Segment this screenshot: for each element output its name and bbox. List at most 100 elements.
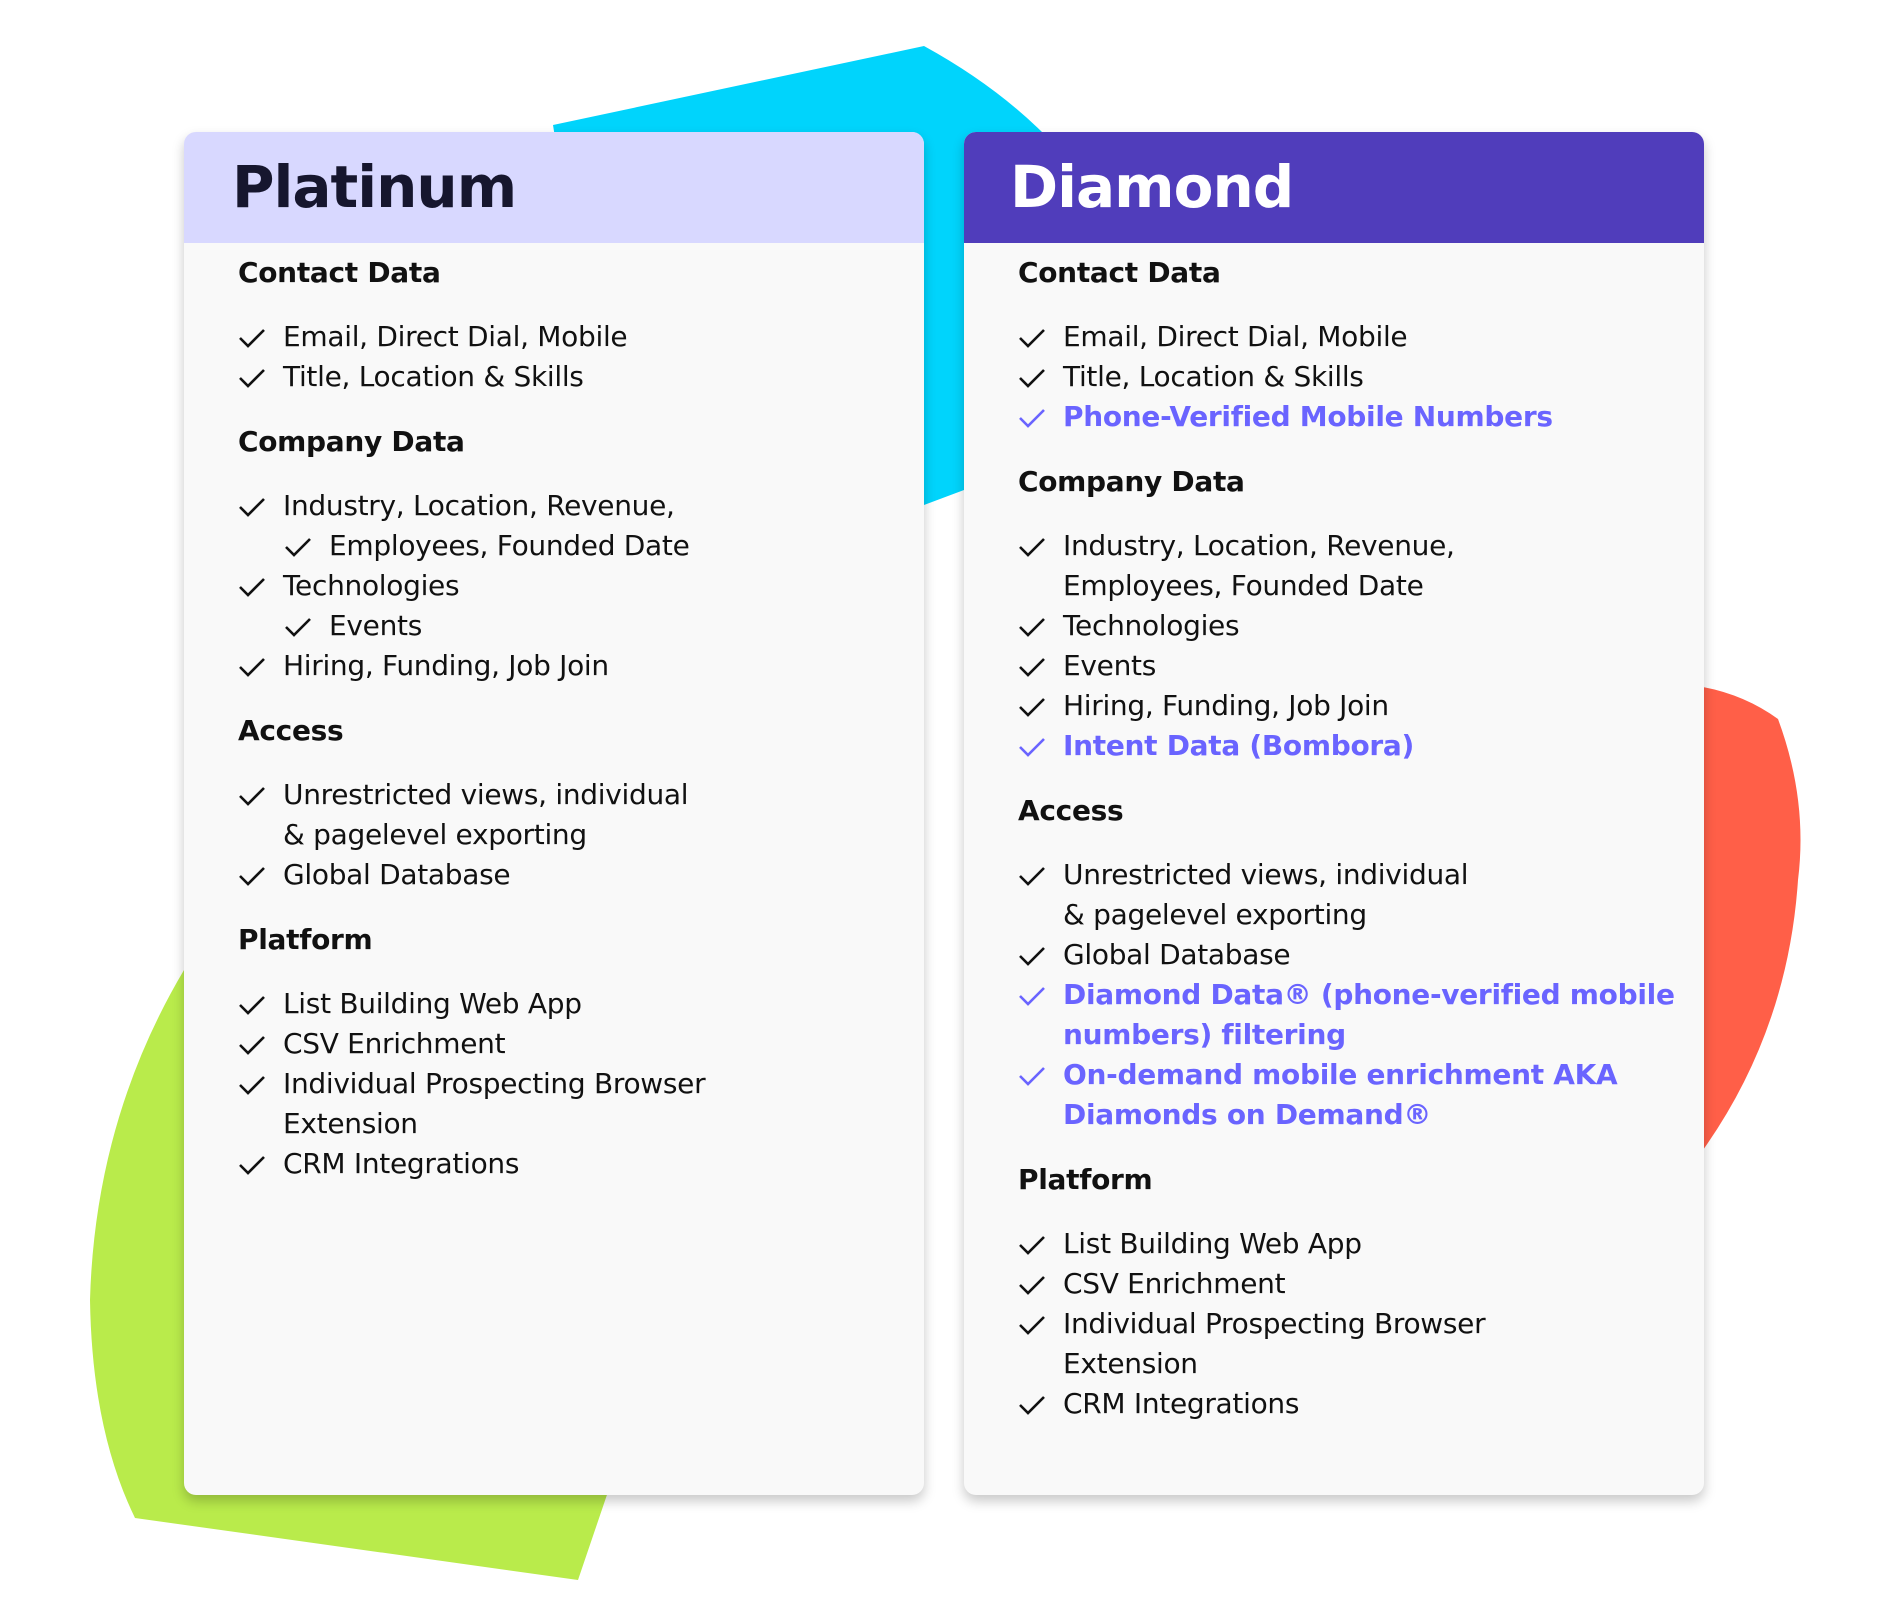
feature-item: numbers) filtering [1018, 1015, 1704, 1055]
check-icon [238, 775, 268, 815]
check-icon [1018, 855, 1048, 895]
feature-text: Phone-Verified Mobile Numbers [1063, 400, 1553, 433]
feature-text: Unrestricted views, individual [283, 778, 689, 811]
check-icon [1018, 935, 1048, 975]
check-icon [238, 486, 268, 526]
feature-item: Phone-Verified Mobile Numbers [1018, 397, 1704, 437]
feature-item: Individual Prospecting Browser [1018, 1304, 1704, 1344]
feature-item: Employees, Founded Date [1018, 566, 1704, 606]
section-title: Company Data [1018, 465, 1245, 498]
feature-item: Technologies [1018, 606, 1704, 646]
feature-item: Diamond Data® (phone-verified mobile [1018, 975, 1704, 1015]
check-icon [1018, 1384, 1048, 1424]
feature-section: Platform List Building Web App CSV Enrichm… [1018, 1160, 1704, 1424]
check-icon [238, 1064, 268, 1104]
feature-item: Email, Direct Dial, Mobile [238, 317, 924, 357]
check-icon [238, 1144, 268, 1184]
feature-item: CRM Integrations [238, 1144, 924, 1184]
feature-text: Intent Data (Bombora) [1063, 729, 1414, 762]
feature-item: Title, Location & Skills [1018, 357, 1704, 397]
feature-text: Global Database [1063, 938, 1291, 971]
check-icon [1018, 686, 1048, 726]
check-icon [1018, 526, 1048, 566]
check-icon [1018, 397, 1048, 437]
check-icon [238, 855, 268, 895]
feature-item: CSV Enrichment [1018, 1264, 1704, 1304]
section-title: Company Data [238, 425, 465, 458]
plan-card-platinum: Platinum Contact Data Email, Direct Dial,… [184, 132, 924, 1495]
feature-text: Title, Location & Skills [283, 360, 584, 393]
feature-text: & pagelevel exporting [1063, 898, 1367, 931]
feature-text: CRM Integrations [1063, 1387, 1300, 1420]
feature-item: & pagelevel exporting [1018, 895, 1704, 935]
feature-item: CRM Integrations [1018, 1384, 1704, 1424]
feature-text: On-demand mobile enrichment AKA [1063, 1058, 1618, 1091]
plan-features: Contact Data Email, Direct Dial, Mobile Ti… [964, 243, 1704, 1424]
feature-text: Email, Direct Dial, Mobile [1063, 320, 1408, 353]
green-shape [90, 970, 612, 1580]
section-title: Access [1018, 794, 1124, 827]
feature-section: Access Unrestricted views, individual & pa… [238, 711, 924, 895]
plan-header: Platinum [184, 132, 924, 243]
feature-item: Hiring, Funding, Job Join [238, 646, 924, 686]
feature-item: Events [1018, 646, 1704, 686]
feature-item: Title, Location & Skills [238, 357, 924, 397]
check-icon [1018, 1304, 1048, 1344]
red-shape [1703, 687, 1801, 1150]
check-icon [1018, 317, 1048, 357]
feature-text: CSV Enrichment [1063, 1267, 1286, 1300]
check-icon [238, 984, 268, 1024]
feature-text: Extension [1063, 1347, 1198, 1380]
feature-item: Email, Direct Dial, Mobile [1018, 317, 1704, 357]
feature-item: Unrestricted views, individual [238, 775, 924, 815]
feature-item: Industry, Location, Revenue, [1018, 526, 1704, 566]
feature-text: CSV Enrichment [283, 1027, 506, 1060]
plan-features: Contact Data Email, Direct Dial, Mobile Ti… [184, 243, 924, 1184]
feature-text: Technologies [283, 569, 460, 602]
check-icon [238, 646, 268, 686]
feature-section: Contact Data Email, Direct Dial, Mobile Ti… [1018, 253, 1704, 437]
feature-text: & pagelevel exporting [283, 818, 587, 851]
check-icon [284, 526, 314, 566]
check-icon [238, 357, 268, 397]
feature-text: Email, Direct Dial, Mobile [283, 320, 628, 353]
feature-item: List Building Web App [238, 984, 924, 1024]
check-icon [1018, 1224, 1048, 1264]
plan-card-diamond: Diamond Contact Data Email, Direct Dial, … [964, 132, 1704, 1495]
feature-item: Hiring, Funding, Job Join [1018, 686, 1704, 726]
feature-text: Global Database [283, 858, 511, 891]
feature-text: Industry, Location, Revenue, [283, 489, 675, 522]
plan-header: Diamond [964, 132, 1704, 243]
feature-item: Employees, Founded Date [238, 526, 924, 566]
section-title: Contact Data [238, 256, 441, 289]
feature-item: Global Database [238, 855, 924, 895]
feature-text: Hiring, Funding, Job Join [1063, 689, 1389, 722]
feature-text: Individual Prospecting Browser [283, 1067, 706, 1100]
feature-text: List Building Web App [1063, 1227, 1362, 1260]
feature-text: CRM Integrations [283, 1147, 520, 1180]
feature-text: Unrestricted views, individual [1063, 858, 1469, 891]
feature-text: Title, Location & Skills [1063, 360, 1364, 393]
feature-text: Events [329, 609, 423, 642]
feature-item: Diamonds on Demand® [1018, 1095, 1704, 1135]
check-icon [1018, 606, 1048, 646]
feature-item: Extension [238, 1104, 924, 1144]
section-title: Contact Data [1018, 256, 1221, 289]
feature-text: Events [1063, 649, 1157, 682]
feature-item: Events [238, 606, 924, 646]
feature-text: numbers) filtering [1063, 1018, 1346, 1051]
feature-text: List Building Web App [283, 987, 582, 1020]
plan-title: Diamond [1010, 153, 1294, 221]
feature-item: Individual Prospecting Browser [238, 1064, 924, 1104]
feature-item: List Building Web App [1018, 1224, 1704, 1264]
check-icon [1018, 646, 1048, 686]
feature-text: Extension [283, 1107, 418, 1140]
feature-section: Company Data Industry, Location, Revenue,… [238, 422, 924, 686]
check-icon [1018, 975, 1048, 1015]
feature-text: Hiring, Funding, Job Join [283, 649, 609, 682]
feature-item: On-demand mobile enrichment AKA [1018, 1055, 1704, 1095]
section-title: Access [238, 714, 344, 747]
feature-text: Diamonds on Demand® [1063, 1098, 1432, 1131]
check-icon [1018, 357, 1048, 397]
check-icon [1018, 1264, 1048, 1304]
